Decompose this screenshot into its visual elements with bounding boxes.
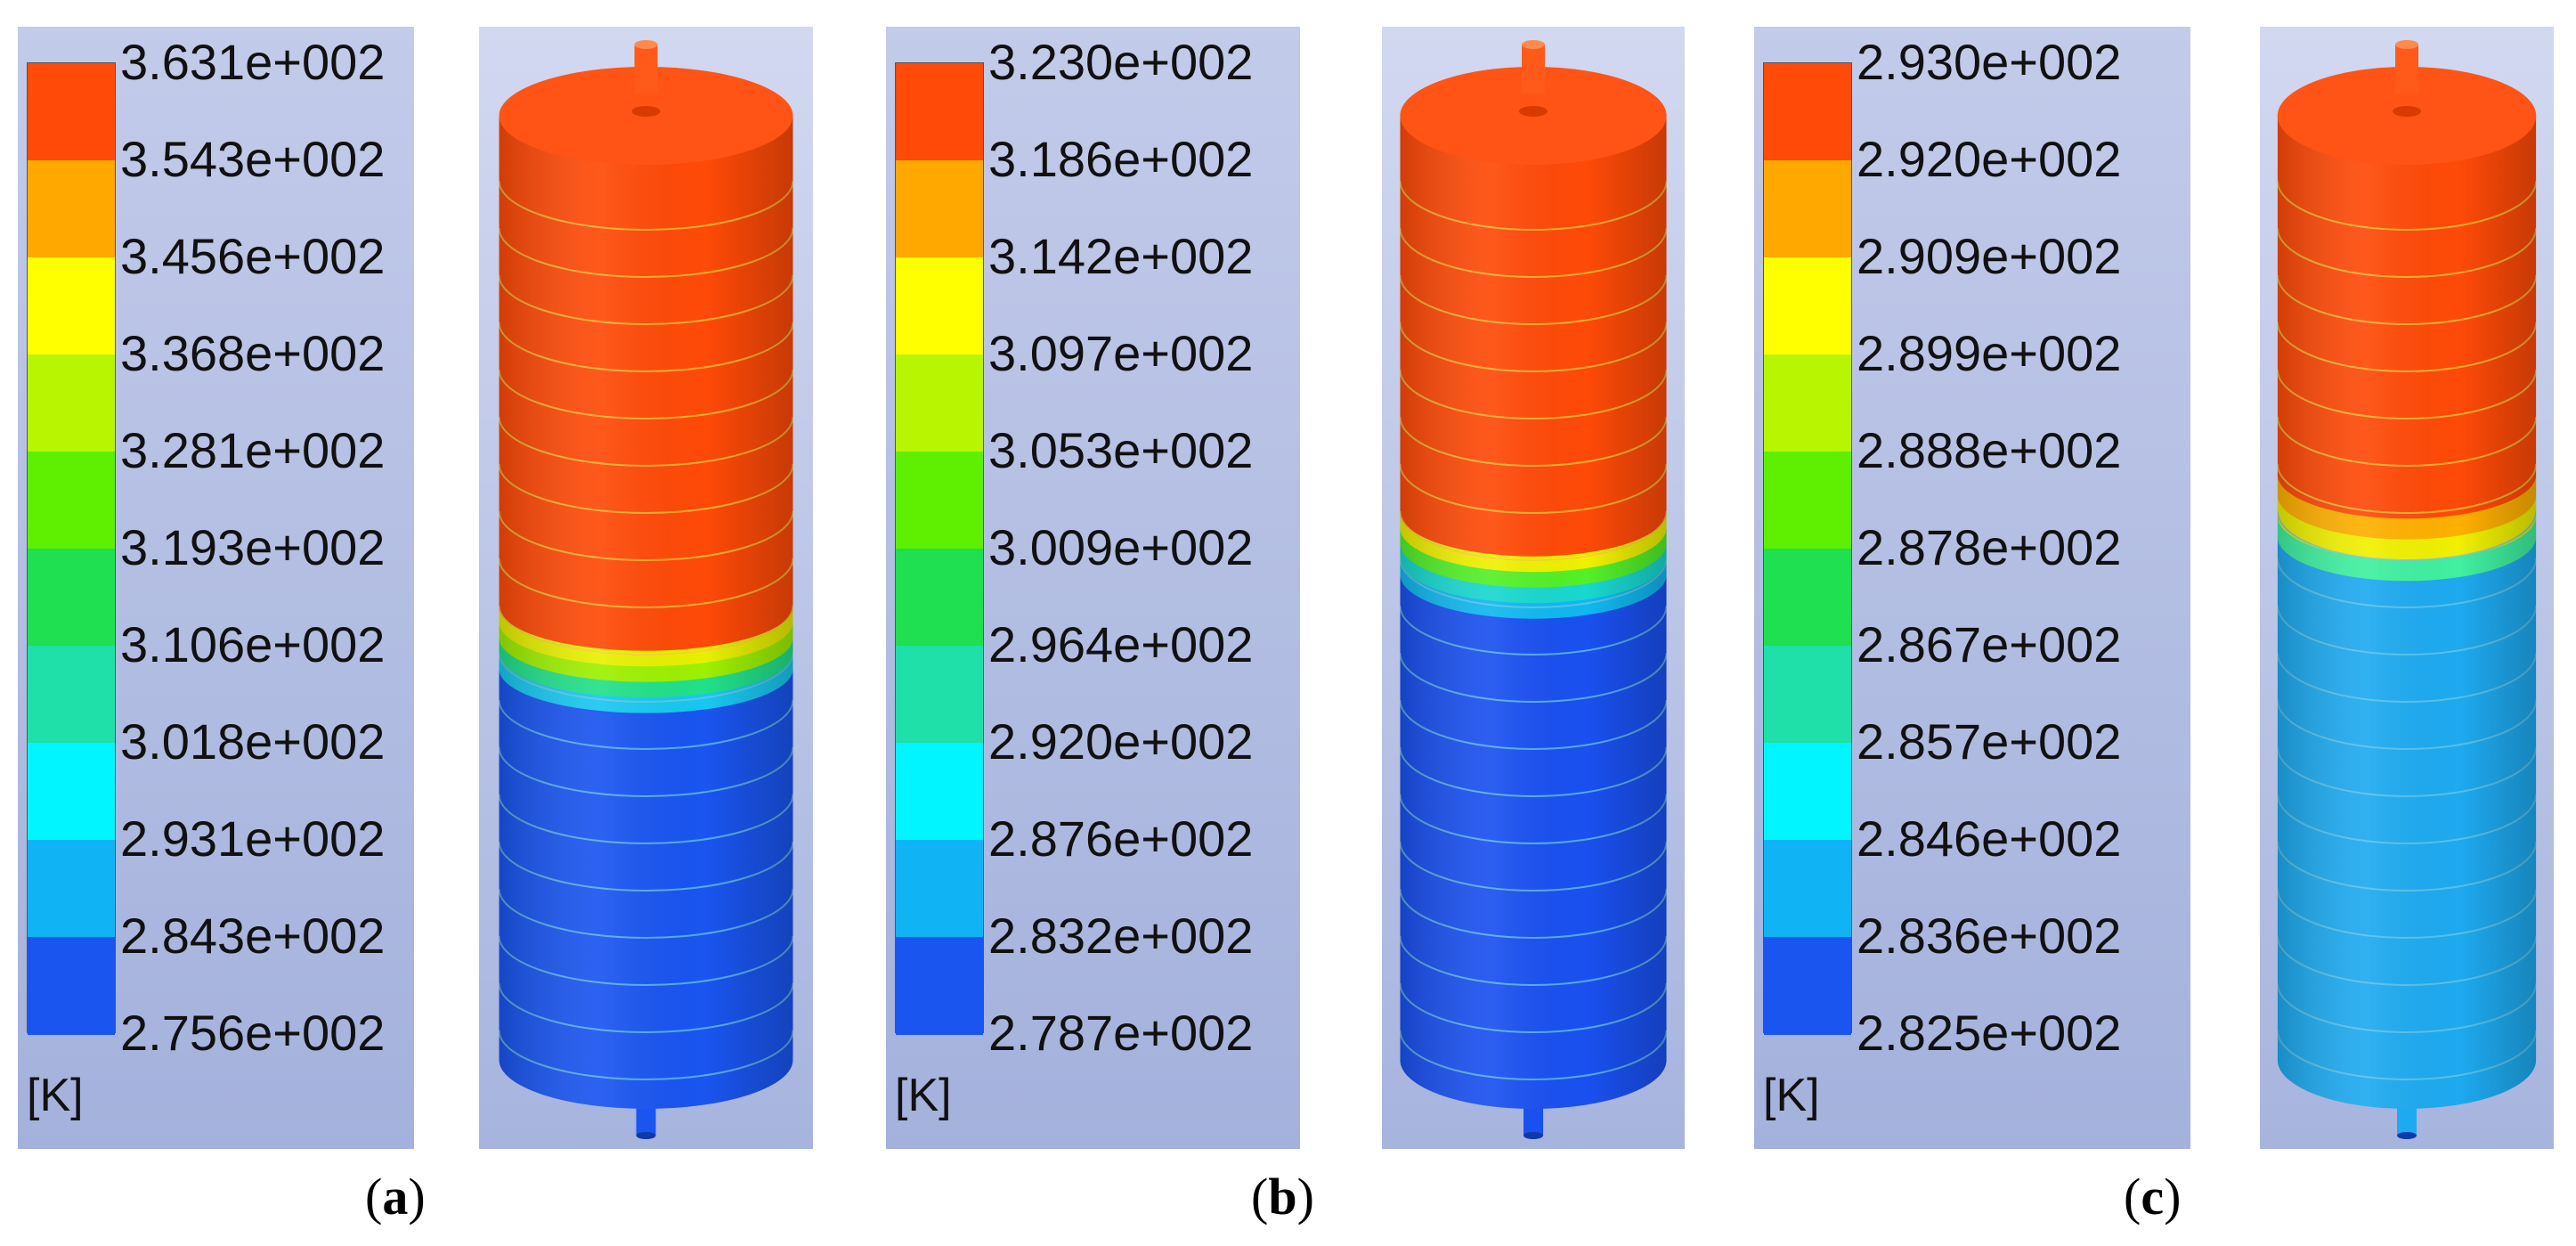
cylinder-shading xyxy=(499,116,793,1109)
bottom-outlet-end xyxy=(2397,1132,2417,1139)
tick-label: 2.843e+002 xyxy=(120,908,386,964)
panel-label-b: (b) xyxy=(1251,1168,1314,1226)
tick-label: 3.106e+002 xyxy=(120,616,386,672)
colorbar-segment xyxy=(1764,63,1851,161)
tick-label: 3.543e+002 xyxy=(120,131,386,187)
colorbar-segment xyxy=(28,63,115,161)
colorbar-segment xyxy=(28,646,115,744)
tick-label: 2.920e+002 xyxy=(988,713,1254,770)
colorbar-segment xyxy=(28,743,115,841)
colorbar-segment xyxy=(896,646,983,744)
cylinder-shading xyxy=(2277,116,2537,1109)
top-inlet-pipe xyxy=(2395,45,2418,94)
tick-label: 2.787e+002 xyxy=(988,1005,1254,1061)
top-inlet-end xyxy=(2395,40,2418,49)
bottom-outlet-end xyxy=(1524,1132,1543,1139)
scene-c xyxy=(2260,27,2554,1149)
tick-label: 2.931e+002 xyxy=(120,810,386,867)
colorbar-segment xyxy=(896,160,983,258)
colorbar-c xyxy=(1763,62,1852,1035)
tick-label: 3.053e+002 xyxy=(988,422,1254,478)
tick-label: 2.930e+002 xyxy=(1857,34,2122,90)
top-inlet-pipe xyxy=(634,45,658,94)
colorbar-segment xyxy=(28,937,115,1035)
colorbar-segment xyxy=(28,257,115,355)
tick-label: 3.018e+002 xyxy=(120,713,386,770)
tick-label: 2.899e+002 xyxy=(1857,325,2122,381)
scene-a xyxy=(479,27,813,1149)
tick-label: 3.142e+002 xyxy=(988,228,1254,284)
tick-label: 2.846e+002 xyxy=(1857,810,2122,867)
tick-label: 3.186e+002 xyxy=(988,131,1254,187)
panel-a: 3.631e+002 3.543e+002 3.456e+002 3.368e+… xyxy=(0,0,828,1246)
tick-label: 3.631e+002 xyxy=(120,34,386,90)
top-inlet-base xyxy=(1519,106,1548,117)
cylinder-a xyxy=(499,40,793,1139)
tick-label: 2.920e+002 xyxy=(1857,131,2122,187)
colorbar-segment xyxy=(28,549,115,647)
tick-label: 3.456e+002 xyxy=(120,228,386,284)
colorbar-segment xyxy=(896,63,983,161)
legend-c: 2.930e+002 2.920e+002 2.909e+002 2.899e+… xyxy=(1754,27,2190,1149)
panel-label-a: (a) xyxy=(365,1168,426,1226)
colorbar-segment xyxy=(1764,840,1851,938)
bottom-outlet-end xyxy=(636,1132,656,1139)
tick-label: 3.281e+002 xyxy=(120,422,386,478)
colorbar-segment xyxy=(28,452,115,550)
colorbar-segment xyxy=(896,257,983,355)
unit-label: [K] xyxy=(1763,1070,1820,1121)
top-inlet-end xyxy=(1522,40,1545,49)
tick-label: 3.368e+002 xyxy=(120,325,386,381)
tick-label: 2.909e+002 xyxy=(1857,228,2122,284)
tick-label: 3.193e+002 xyxy=(120,519,386,575)
tick-label: 2.836e+002 xyxy=(1857,908,2122,964)
colorbar-segment xyxy=(28,840,115,938)
colorbar-segment xyxy=(1764,354,1851,452)
top-inlet-base xyxy=(2393,106,2421,117)
tick-label: 3.009e+002 xyxy=(988,519,1254,575)
cylinder-shading xyxy=(1400,116,1667,1109)
colorbar-segment xyxy=(1764,160,1851,258)
colorbar-segment xyxy=(896,840,983,938)
tick-label: 2.878e+002 xyxy=(1857,519,2122,575)
panel-c: 2.930e+002 2.920e+002 2.909e+002 2.899e+… xyxy=(1745,0,2573,1246)
tick-label: 2.888e+002 xyxy=(1857,422,2122,478)
colorbar-a xyxy=(27,62,116,1035)
tick-label: 2.964e+002 xyxy=(988,616,1254,672)
tick-label: 2.756e+002 xyxy=(120,1005,386,1061)
colorbar-segment xyxy=(1764,937,1851,1035)
colorbar-segment xyxy=(896,354,983,452)
colorbar-segment xyxy=(896,937,983,1035)
cylinder-c xyxy=(2277,40,2537,1139)
legend-a: 3.631e+002 3.543e+002 3.456e+002 3.368e+… xyxy=(18,27,414,1149)
colorbar-segment xyxy=(28,160,115,258)
panel-label-c: (c) xyxy=(2124,1168,2182,1226)
unit-label: [K] xyxy=(27,1070,84,1121)
colorbar-segment xyxy=(896,549,983,647)
colorbar-segment xyxy=(1764,257,1851,355)
top-inlet-end xyxy=(634,40,658,49)
scene-b xyxy=(1382,27,1685,1149)
tick-label: 2.876e+002 xyxy=(988,810,1254,867)
colorbar-segment xyxy=(896,452,983,550)
colorbar-segment xyxy=(1764,743,1851,841)
colorbar-segment xyxy=(1764,452,1851,550)
legend-b: 3.230e+002 3.186e+002 3.142e+002 3.097e+… xyxy=(886,27,1300,1149)
panel-b: 3.230e+002 3.186e+002 3.142e+002 3.097e+… xyxy=(873,0,1701,1246)
tick-label: 2.825e+002 xyxy=(1857,1005,2122,1061)
tick-label: 3.230e+002 xyxy=(988,34,1254,90)
tick-label: 2.857e+002 xyxy=(1857,713,2122,770)
colorbar-segment xyxy=(1764,549,1851,647)
top-inlet-base xyxy=(631,106,661,117)
colorbar-segment xyxy=(1764,646,1851,744)
colorbar-segment xyxy=(896,743,983,841)
tick-label: 3.097e+002 xyxy=(988,325,1254,381)
cylinder-b xyxy=(1400,40,1667,1139)
unit-label: [K] xyxy=(895,1070,952,1121)
top-inlet-pipe xyxy=(1522,45,1545,94)
tick-label: 2.832e+002 xyxy=(988,908,1254,964)
tick-label: 2.867e+002 xyxy=(1857,616,2122,672)
colorbar-segment xyxy=(28,354,115,452)
colorbar-b xyxy=(895,62,984,1035)
